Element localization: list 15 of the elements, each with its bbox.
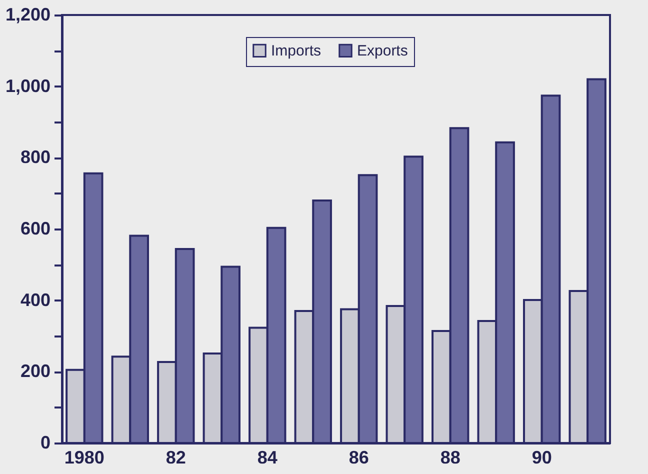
x-tick-label: 88 <box>440 448 460 468</box>
y-tick-label: 600 <box>20 218 50 238</box>
y-tick-label: 1,200 <box>5 4 50 24</box>
y-tick-label: 0 <box>40 432 50 452</box>
x-tick-label: 82 <box>166 448 186 468</box>
y-tick-label: 400 <box>20 290 50 310</box>
x-tick-label: 1980 <box>64 448 104 468</box>
x-tick-label: 90 <box>532 448 552 468</box>
x-tick-label: 84 <box>257 448 278 468</box>
y-tick-label: 1,000 <box>5 76 50 96</box>
y-tick-label: 200 <box>20 361 50 382</box>
y-tick-label: 800 <box>20 147 50 168</box>
legend-label: Imports <box>271 42 322 60</box>
legend-label: Exports <box>357 42 408 60</box>
x-tick-label: 86 <box>348 448 369 468</box>
